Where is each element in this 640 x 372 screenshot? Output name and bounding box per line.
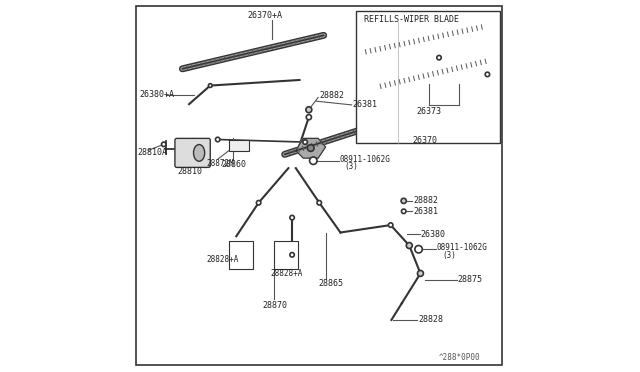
Circle shape	[417, 270, 424, 276]
Circle shape	[306, 107, 312, 113]
Text: 28882: 28882	[319, 92, 344, 100]
Circle shape	[307, 145, 314, 151]
Text: 08911-1062G: 08911-1062G	[339, 155, 390, 164]
Bar	[229, 241, 253, 269]
Text: 28870: 28870	[262, 301, 287, 310]
Circle shape	[406, 243, 412, 248]
Text: (3): (3)	[442, 251, 456, 260]
Text: 28860: 28860	[221, 160, 246, 169]
Text: 28875: 28875	[458, 275, 483, 284]
FancyBboxPatch shape	[175, 138, 211, 167]
Text: 28882: 28882	[413, 196, 438, 205]
Text: 28865: 28865	[318, 279, 343, 288]
Text: 28828: 28828	[418, 315, 444, 324]
Circle shape	[317, 201, 321, 205]
Circle shape	[216, 137, 220, 142]
Text: 28828+A: 28828+A	[271, 269, 303, 278]
Circle shape	[437, 55, 441, 60]
Text: 28810: 28810	[178, 167, 203, 176]
Text: 28828+A: 28828+A	[207, 255, 239, 264]
Circle shape	[209, 84, 212, 87]
Text: 26381: 26381	[353, 100, 378, 109]
Bar	[273, 241, 298, 269]
Circle shape	[290, 215, 294, 220]
Text: 26381: 26381	[413, 207, 438, 216]
Circle shape	[303, 140, 307, 144]
Text: N: N	[312, 158, 315, 163]
Text: 26380+A: 26380+A	[140, 90, 175, 99]
Text: 26380: 26380	[420, 230, 445, 239]
Circle shape	[257, 201, 261, 205]
Text: REFILLS-WIPER BLADE: REFILLS-WIPER BLADE	[364, 15, 459, 24]
Circle shape	[306, 115, 312, 120]
Circle shape	[415, 246, 422, 253]
Circle shape	[485, 72, 490, 77]
Text: 26373: 26373	[416, 107, 441, 116]
Bar	[356, 11, 500, 143]
Text: N: N	[417, 247, 420, 252]
Circle shape	[401, 198, 406, 203]
Text: 28810A: 28810A	[138, 148, 168, 157]
Circle shape	[388, 223, 393, 227]
Circle shape	[401, 209, 406, 214]
Text: (3): (3)	[344, 162, 358, 171]
Text: ^288*0P00: ^288*0P00	[439, 353, 481, 362]
Polygon shape	[296, 138, 326, 158]
Text: 26370+A: 26370+A	[248, 11, 282, 20]
Text: 28872M: 28872M	[207, 159, 234, 168]
Text: 26370: 26370	[412, 136, 437, 145]
Circle shape	[161, 142, 166, 147]
Circle shape	[310, 157, 317, 164]
Text: 08911-1062G: 08911-1062G	[437, 243, 488, 252]
Bar	[229, 140, 250, 151]
Circle shape	[290, 253, 294, 257]
Ellipse shape	[193, 145, 205, 161]
